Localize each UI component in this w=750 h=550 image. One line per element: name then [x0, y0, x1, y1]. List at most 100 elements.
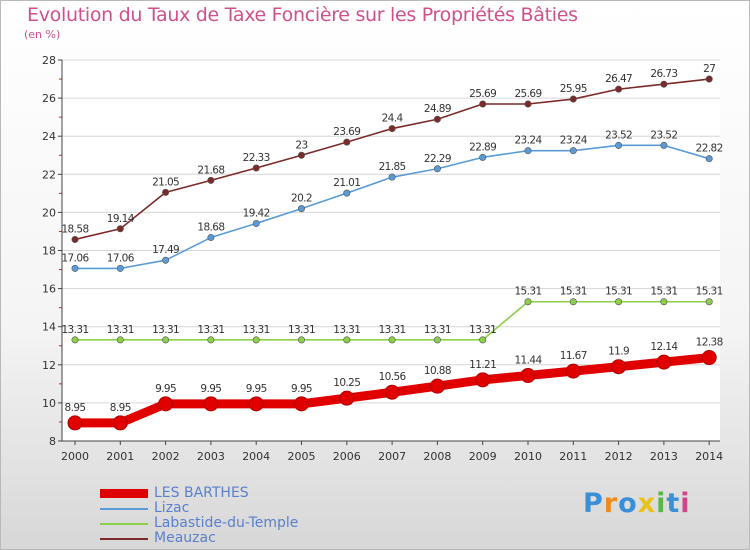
data-label-les-barthes: 9.95: [291, 383, 312, 395]
data-point-meauzac: [297, 151, 305, 159]
data-point-lizac: [569, 147, 577, 155]
data-label-labastide-du-temple: 13.31: [152, 324, 179, 336]
data-label-meauzac: 19.14: [107, 213, 135, 225]
data-label-meauzac: 25.95: [560, 83, 587, 95]
data-label-lizac: 17.06: [107, 252, 135, 264]
y-tick-label: 14: [42, 321, 56, 334]
data-label-lizac: 22.89: [469, 141, 496, 153]
x-tick-label: 2010: [514, 450, 542, 463]
data-point-lizac: [433, 165, 441, 173]
data-point-labastide-du-temple: [252, 336, 260, 344]
data-point-labastide-du-temple: [71, 336, 79, 344]
data-point-les-barthes: [294, 396, 309, 412]
data-label-labastide-du-temple: 13.31: [288, 324, 315, 336]
data-point-lizac: [479, 153, 487, 161]
data-point-meauzac: [71, 235, 79, 243]
data-point-meauzac: [479, 100, 487, 108]
data-label-meauzac: 23: [295, 139, 307, 151]
x-tick-label: 2005: [288, 450, 316, 463]
data-label-meauzac: 25.69: [514, 88, 541, 100]
data-label-labastide-du-temple: 15.31: [650, 286, 677, 298]
data-label-les-barthes: 10.25: [333, 377, 360, 389]
y-tick-label: 20: [42, 206, 56, 219]
data-label-lizac: 23.24: [514, 135, 542, 147]
data-label-meauzac: 26.73: [650, 68, 677, 80]
data-label-meauzac: 26.47: [605, 73, 632, 85]
data-point-lizac: [388, 173, 396, 181]
data-point-les-barthes: [158, 396, 174, 412]
data-label-meauzac: 25.69: [469, 88, 496, 100]
data-point-lizac: [162, 256, 170, 264]
data-label-labastide-du-temple: 13.31: [107, 324, 134, 336]
data-label-labastide-du-temple: 13.31: [469, 324, 496, 336]
data-point-les-barthes: [475, 372, 491, 388]
logo-letter: o: [618, 488, 638, 519]
x-tick-label: 2012: [605, 450, 633, 463]
data-point-labastide-du-temple: [297, 336, 305, 344]
data-label-lizac: 23.24: [560, 135, 588, 147]
data-point-meauzac: [252, 164, 260, 172]
data-label-labastide-du-temple: 13.31: [197, 324, 224, 336]
y-tick-label: 8: [49, 435, 56, 448]
data-label-les-barthes: 11.67: [560, 350, 587, 362]
data-label-les-barthes: 8.95: [110, 402, 131, 414]
data-point-labastide-du-temple: [705, 298, 713, 306]
logo-letter: r: [603, 488, 619, 519]
data-point-les-barthes: [112, 415, 128, 431]
data-label-lizac: 23.52: [650, 129, 677, 141]
x-tick-label: 2004: [242, 450, 270, 463]
logo-letter: i: [680, 488, 691, 519]
data-label-labastide-du-temple: 15.31: [696, 286, 723, 298]
legend-swatch: [100, 538, 148, 540]
data-point-les-barthes: [67, 415, 83, 431]
data-label-les-barthes: 12.14: [650, 341, 678, 353]
y-tick-label: 18: [42, 245, 56, 258]
data-label-meauzac: 22.33: [243, 152, 270, 164]
data-label-les-barthes: 10.56: [379, 371, 407, 383]
data-label-les-barthes: 12.38: [696, 337, 723, 349]
data-label-lizac: 21.01: [333, 177, 360, 189]
data-label-lizac: 22.29: [424, 153, 451, 165]
data-point-lizac: [705, 155, 713, 163]
data-label-meauzac: 23.69: [333, 126, 360, 138]
x-tick-label: 2013: [650, 450, 678, 463]
data-label-les-barthes: 10.88: [424, 365, 451, 377]
data-point-labastide-du-temple: [343, 336, 351, 344]
data-point-labastide-du-temple: [388, 336, 396, 344]
legend-label: Meauzac: [154, 530, 216, 546]
data-point-meauzac: [524, 100, 532, 108]
data-label-lizac: 18.68: [197, 222, 224, 234]
data-point-meauzac: [162, 188, 170, 196]
data-point-lizac: [116, 264, 124, 272]
data-point-les-barthes: [611, 359, 627, 375]
data-point-lizac: [297, 205, 305, 213]
data-label-meauzac: 18.58: [61, 223, 88, 235]
legend-swatch: [100, 489, 148, 498]
data-point-labastide-du-temple: [116, 336, 124, 344]
data-point-meauzac: [660, 80, 668, 88]
x-tick-label: 2006: [333, 450, 361, 463]
data-label-les-barthes: 11.9: [608, 346, 629, 358]
data-point-meauzac: [705, 75, 713, 83]
proxiti-logo: Proxiti: [583, 488, 691, 519]
data-point-labastide-du-temple: [524, 298, 532, 306]
y-tick-label: 12: [42, 359, 56, 372]
data-label-meauzac: 21.68: [197, 164, 224, 176]
data-point-meauzac: [388, 125, 396, 133]
data-label-labastide-du-temple: 13.31: [243, 324, 270, 336]
data-label-meauzac: 27: [703, 63, 715, 75]
data-label-lizac: 17.49: [152, 244, 179, 256]
y-tick-label: 16: [42, 283, 56, 296]
data-label-lizac: 22.82: [696, 143, 723, 155]
data-point-les-barthes: [701, 350, 717, 366]
y-tick-label: 24: [42, 130, 56, 143]
y-tick-label: 28: [42, 54, 56, 67]
data-label-les-barthes: 11.21: [469, 359, 496, 371]
data-label-les-barthes: 9.95: [155, 383, 176, 395]
data-point-lizac: [660, 141, 668, 149]
data-point-labastide-du-temple: [660, 298, 668, 306]
data-point-labastide-du-temple: [479, 336, 487, 344]
chart-title: Evolution du Taux de Taxe Foncière sur l…: [27, 4, 578, 26]
x-tick-label: 2007: [378, 450, 406, 463]
x-tick-label: 2002: [152, 450, 180, 463]
